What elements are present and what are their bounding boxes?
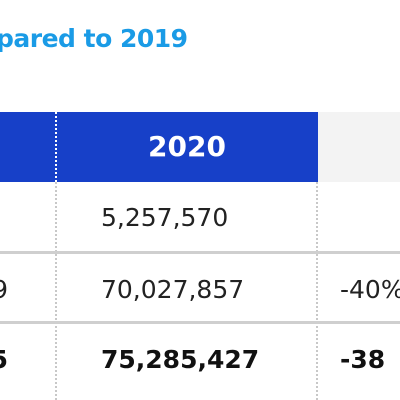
table-cell: 70,027,857 — [101, 275, 245, 304]
table-cell: -38 — [340, 345, 386, 374]
row-divider — [0, 321, 400, 324]
table-cell: 75,285,427 — [101, 345, 260, 374]
row-divider — [0, 251, 400, 254]
table-cell: 05 — [0, 345, 8, 375]
table-cell: 9 — [0, 275, 8, 304]
column-divider — [55, 112, 57, 182]
table-cell: -40% — [340, 275, 400, 304]
column-divider — [55, 182, 57, 400]
header-band — [0, 112, 318, 182]
header-band-light — [318, 112, 400, 182]
header-cell: 2020 — [148, 130, 226, 163]
table-cell: 5,257,570 — [101, 203, 229, 232]
title: pared to 2019 — [0, 24, 188, 53]
column-divider — [316, 182, 318, 400]
